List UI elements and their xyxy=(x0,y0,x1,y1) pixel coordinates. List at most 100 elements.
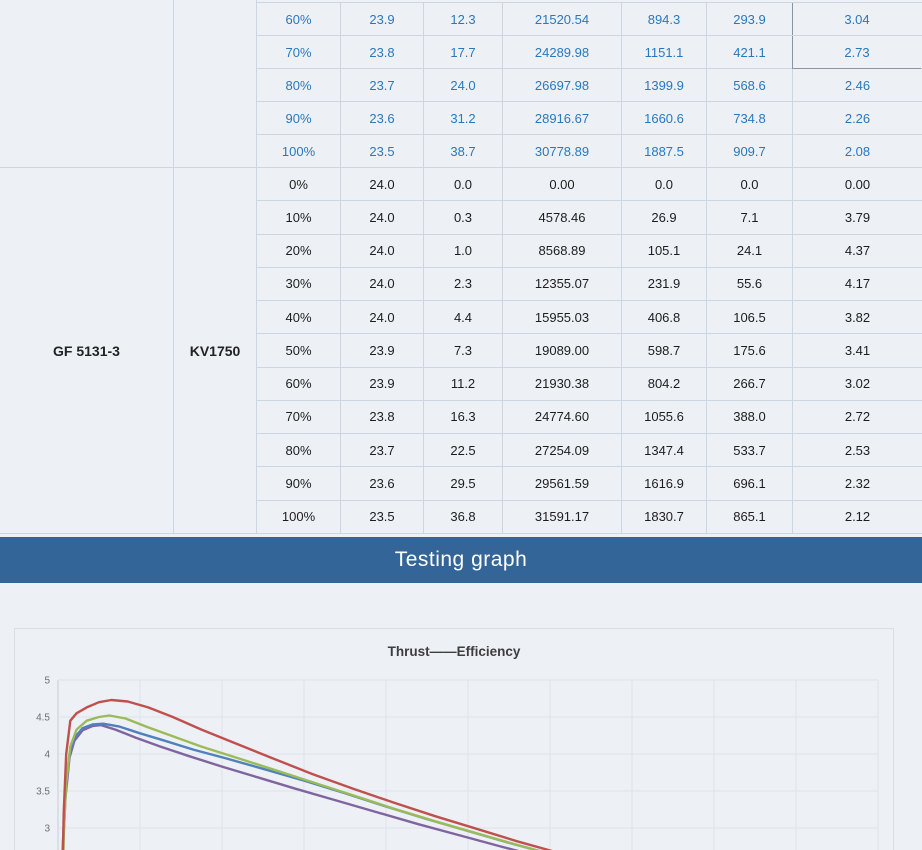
table-cell: 24.1 xyxy=(707,234,793,267)
y-axis-tick-label: 5 xyxy=(44,676,50,687)
table-cell: 231.9 xyxy=(622,267,707,301)
banner-title: Testing graph xyxy=(394,548,528,571)
table-cell: 388.0 xyxy=(707,400,793,434)
y-axis-tick-label: 3.5 xyxy=(36,787,50,798)
table-row: 40% 24.0 4.4 15955.03 406.8 106.5 3.82 xyxy=(257,301,922,335)
table-row: 70% 23.8 17.7 24289.98 1151.1 421.1 2.73 xyxy=(257,36,922,69)
table-cell: 598.7 xyxy=(622,334,707,367)
table-cell: 0% xyxy=(257,168,341,201)
table-cell: 175.6 xyxy=(707,334,793,367)
table-cell: 4.17 xyxy=(844,276,871,292)
table-cell: 31591.17 xyxy=(503,500,622,533)
table-cell: 2.3 xyxy=(424,267,503,301)
table-cell: 293.9 xyxy=(707,3,793,35)
table-cell: 23.8 xyxy=(341,400,424,434)
y-axis-tick-label: 4.5 xyxy=(36,713,50,724)
chart-card: 5 4.5 4 3.5 3 Thrust——Efficiency xyxy=(14,628,894,850)
table-cell: 1151.1 xyxy=(622,36,707,68)
table-cell: 909.7 xyxy=(707,135,793,167)
table-row: 80% 23.7 22.5 27254.09 1347.4 533.7 2.53 xyxy=(257,434,922,468)
table-cell: 27254.09 xyxy=(503,434,622,467)
spec-table: 60% 23.9 12.3 21520.54 894.3 293.9 3.04 70% 23.8… xyxy=(0,0,922,534)
table-cell: 20% xyxy=(257,234,341,267)
table-cell: 1887.5 xyxy=(622,135,707,167)
table-cell: 266.7 xyxy=(707,367,793,400)
table-cell: 26.9 xyxy=(622,201,707,234)
table-cell: 1.0 xyxy=(424,234,503,267)
table-cell: 16.3 xyxy=(424,400,503,434)
table-row: 20% 24.0 1.0 8568.89 105.1 24.1 4.37 xyxy=(257,234,922,268)
table-cell: 24.0 xyxy=(341,168,424,201)
table-cell: 734.8 xyxy=(707,102,793,134)
partial-row-sliver xyxy=(257,0,922,3)
series-red-curve xyxy=(61,698,553,850)
table-cell: 29561.59 xyxy=(503,467,622,500)
table-cell: 17.7 xyxy=(424,36,503,68)
table-row: 50% 23.9 7.3 19089.00 598.7 175.6 3.41 xyxy=(257,334,922,368)
table-cell: 80% xyxy=(257,434,341,467)
table-cell: 1347.4 xyxy=(622,434,707,467)
table-section: GF 5131-3 KV1750 0% 24.0 0.0 0.00 0.0 0.0 0.00 10… xyxy=(0,168,922,534)
table-cell: 26697.98 xyxy=(503,69,622,101)
table-cell: 38.7 xyxy=(424,135,503,167)
table-cell: 568.6 xyxy=(707,69,793,101)
chart-title: Thrust——Efficiency xyxy=(387,644,521,659)
table-cell: 12.3 xyxy=(424,3,503,35)
table-cell: 24.0 xyxy=(341,301,424,334)
table-cell: 2.26 xyxy=(844,110,871,126)
table-cell: 100% xyxy=(257,135,341,167)
table-cell: 23.6 xyxy=(341,467,424,500)
table-cell: 23.7 xyxy=(341,69,424,101)
table-cell: 2.46 xyxy=(844,77,871,93)
table-cell: 0.0 xyxy=(424,168,503,201)
table-cell: 533.7 xyxy=(707,434,793,467)
table-row: 0% 24.0 0.0 0.00 0.0 0.0 0.00 xyxy=(257,168,922,202)
table-cell: 2.08 xyxy=(844,143,871,159)
table-cell: 50% xyxy=(257,334,341,367)
table-cell: 70% xyxy=(257,400,341,434)
table-row: 100% 23.5 38.7 30778.89 1887.5 909.7 2.08 xyxy=(257,135,922,167)
table-row: 10% 24.0 0.3 4578.46 26.9 7.1 3.79 xyxy=(257,201,922,235)
table-cell: 2.32 xyxy=(844,476,871,492)
table-cell: 21930.38 xyxy=(503,367,622,400)
table-cell: 23.6 xyxy=(341,102,424,134)
table-cell: 15955.03 xyxy=(503,301,622,334)
table-cell: 24.0 xyxy=(341,267,424,301)
table-section: 60% 23.9 12.3 21520.54 894.3 293.9 3.04 70% 23.8… xyxy=(0,0,922,168)
table-cell: 2.73 xyxy=(792,36,921,68)
table-cell: 406.8 xyxy=(622,301,707,334)
y-axis-tick-label: 4 xyxy=(44,750,50,761)
table-row: 80% 23.7 24.0 26697.98 1399.9 568.6 2.46 xyxy=(257,69,922,102)
table-cell: 40% xyxy=(257,301,341,334)
thrust-efficiency-plot: 5 4.5 4 3.5 3 xyxy=(36,676,879,850)
y-axis-tick-label: 3 xyxy=(44,824,50,835)
table-cell: 36.8 xyxy=(424,500,503,533)
table-cell: 23.9 xyxy=(341,334,424,367)
table-cell: 0.0 xyxy=(622,168,707,201)
table-cell: 23.5 xyxy=(341,135,424,167)
table-cell: 21520.54 xyxy=(503,3,622,35)
table-cell: 31.2 xyxy=(424,102,503,134)
table-cell: 0.00 xyxy=(844,176,871,192)
testing-graph-banner: Testing graph xyxy=(0,537,922,583)
table-cell: 3.41 xyxy=(844,342,871,358)
table-cell: 3.79 xyxy=(844,209,871,225)
table-cell: 24.0 xyxy=(424,69,503,101)
table-row: 30% 24.0 2.3 12355.07 231.9 55.6 4.17 xyxy=(257,267,922,302)
series-green-curve xyxy=(62,714,541,850)
table-cell: 105.1 xyxy=(622,234,707,267)
table-cell: 106.5 xyxy=(707,301,793,334)
model-cell xyxy=(0,0,174,167)
table-cell: 3.04 xyxy=(792,3,921,35)
table-cell: 24289.98 xyxy=(503,36,622,68)
table-cell: 865.1 xyxy=(707,500,793,533)
table-row: 60% 23.9 11.2 21930.38 804.2 266.7 3.02 xyxy=(257,367,922,401)
table-row: 70% 23.8 16.3 24774.60 1055.6 388.0 2.72 xyxy=(257,400,922,435)
model-cell: GF 5131-3 xyxy=(0,168,174,533)
table-cell: 90% xyxy=(257,102,341,134)
kv-cell: KV1750 xyxy=(174,168,257,533)
table-cell: 60% xyxy=(257,367,341,400)
table-cell: 23.7 xyxy=(341,434,424,467)
table-cell: 55.6 xyxy=(707,267,793,301)
